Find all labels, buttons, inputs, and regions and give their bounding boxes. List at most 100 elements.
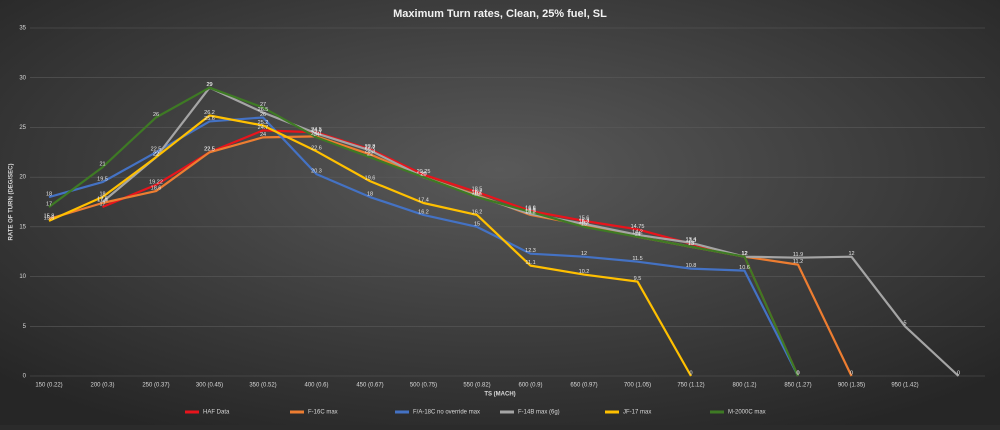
data-label: 15 <box>474 221 480 227</box>
data-label: 17 <box>46 201 52 207</box>
x-tick-label: 400 (0.6) <box>304 383 328 389</box>
data-label: 24.1 <box>311 131 322 137</box>
data-label: 19.22 <box>149 179 163 185</box>
data-label: 19.5 <box>97 177 108 183</box>
data-label: 13.4 <box>686 237 697 243</box>
data-label: 14 <box>634 231 640 237</box>
data-label: 20 <box>420 172 426 178</box>
legend-label: HAF Data <box>203 410 230 416</box>
data-label: 13.3 <box>686 238 697 244</box>
data-label: 20 <box>420 172 426 178</box>
data-label: 0 <box>850 370 853 376</box>
data-label: 20 <box>420 172 426 178</box>
data-label: 18 <box>367 191 373 197</box>
data-label: 18.5 <box>472 187 483 193</box>
data-label: 16.5 <box>525 206 536 212</box>
data-label: 16.2 <box>472 209 483 215</box>
x-tick-label: 600 (0.9) <box>518 383 542 389</box>
series-line <box>48 86 800 377</box>
data-label: 13 <box>688 241 694 247</box>
data-label: 18 <box>46 191 52 197</box>
data-label: 16.3 <box>525 208 536 214</box>
legend-label: M-2000C max <box>728 410 766 416</box>
data-label: 17.4 <box>97 197 108 203</box>
x-tick-label: 500 (0.75) <box>410 383 437 389</box>
data-label: 0 <box>689 370 692 376</box>
x-tick-label: 300 (0.45) <box>196 383 223 389</box>
data-label: 29 <box>206 82 212 88</box>
x-tick-label: 150 (0.22) <box>35 383 62 389</box>
legend-label: F-16C max <box>308 410 338 416</box>
data-label: 18 <box>474 191 480 197</box>
data-label: 22 <box>153 152 159 158</box>
data-label: 12 <box>741 251 747 257</box>
data-label: 11.5 <box>632 256 642 262</box>
data-label: 26.2 <box>204 110 215 116</box>
data-label: 5 <box>903 321 906 327</box>
data-label: 9.5 <box>634 276 642 282</box>
data-label: 12 <box>848 251 854 257</box>
data-label: 15.6 <box>44 215 55 221</box>
data-label: 0 <box>796 370 799 376</box>
x-tick-label: 750 (1.12) <box>677 383 704 389</box>
y-tick-label: 5 <box>23 324 27 330</box>
data-label: 16.2 <box>525 209 536 215</box>
data-label: 22.3 <box>365 149 376 155</box>
data-label: 26 <box>153 112 159 118</box>
data-label: 24.7 <box>258 125 269 131</box>
data-label: 25.2 <box>258 120 269 126</box>
x-tick-label: 650 (0.97) <box>570 383 597 389</box>
data-label: 18.2 <box>472 189 483 195</box>
legend-label: F-14B max (6g) <box>518 410 560 416</box>
data-label: 22.7 <box>365 145 376 151</box>
data-label: 12 <box>741 251 747 257</box>
series-line <box>101 86 960 377</box>
data-label: 11.1 <box>525 260 535 266</box>
data-label: 22.5 <box>204 147 215 153</box>
x-tick-label: 950 (1.42) <box>891 383 918 389</box>
data-label: 15.2 <box>579 219 590 225</box>
data-label: 12.3 <box>525 248 536 254</box>
x-tick-label: 200 (0.3) <box>90 383 114 389</box>
data-label: 0 <box>796 370 799 376</box>
x-tick-label: 900 (1.35) <box>838 383 865 389</box>
data-label: 13 <box>688 241 694 247</box>
x-tick-label: 350 (0.52) <box>249 383 276 389</box>
data-label: 24 <box>313 132 319 138</box>
data-label: 22.5 <box>151 147 162 153</box>
data-label: 24.5 <box>311 127 322 133</box>
x-tick-label: 450 (0.67) <box>356 383 383 389</box>
data-label: 0 <box>796 370 799 376</box>
data-label: 19.6 <box>365 176 376 182</box>
data-label: 17.4 <box>418 197 429 203</box>
x-tick-label: 700 (1.05) <box>624 383 651 389</box>
y-tick-label: 20 <box>19 175 26 181</box>
data-label: 25.6 <box>204 116 215 122</box>
y-tick-label: 15 <box>19 224 26 230</box>
data-label: 18 <box>99 191 105 197</box>
data-label: 11.9 <box>793 252 803 258</box>
data-label: 22.6 <box>311 146 322 152</box>
data-label: 18.1 <box>472 190 483 196</box>
data-label: 14.2 <box>632 229 643 235</box>
data-label: 17 <box>99 201 105 207</box>
data-label: 14 <box>634 231 640 237</box>
chart-title: Maximum Turn rates, Clean, 25% fuel, SL <box>393 8 607 20</box>
data-label: 18.6 <box>151 186 162 192</box>
data-label: 15.8 <box>44 213 55 219</box>
data-label: 20.3 <box>311 169 322 175</box>
legend-label: F/A-18C no override max <box>413 410 480 416</box>
x-tick-label: 850 (1.27) <box>784 383 811 389</box>
data-label: 26 <box>260 112 266 118</box>
data-label: 0 <box>957 370 960 376</box>
data-label: 12 <box>741 251 747 257</box>
data-label: 29 <box>206 82 212 88</box>
data-label: 22.8 <box>365 144 376 150</box>
data-label: 20.25 <box>417 169 431 175</box>
data-label: 16.6 <box>525 205 536 211</box>
data-label: 12 <box>581 251 587 257</box>
data-label: 22 <box>367 152 373 158</box>
